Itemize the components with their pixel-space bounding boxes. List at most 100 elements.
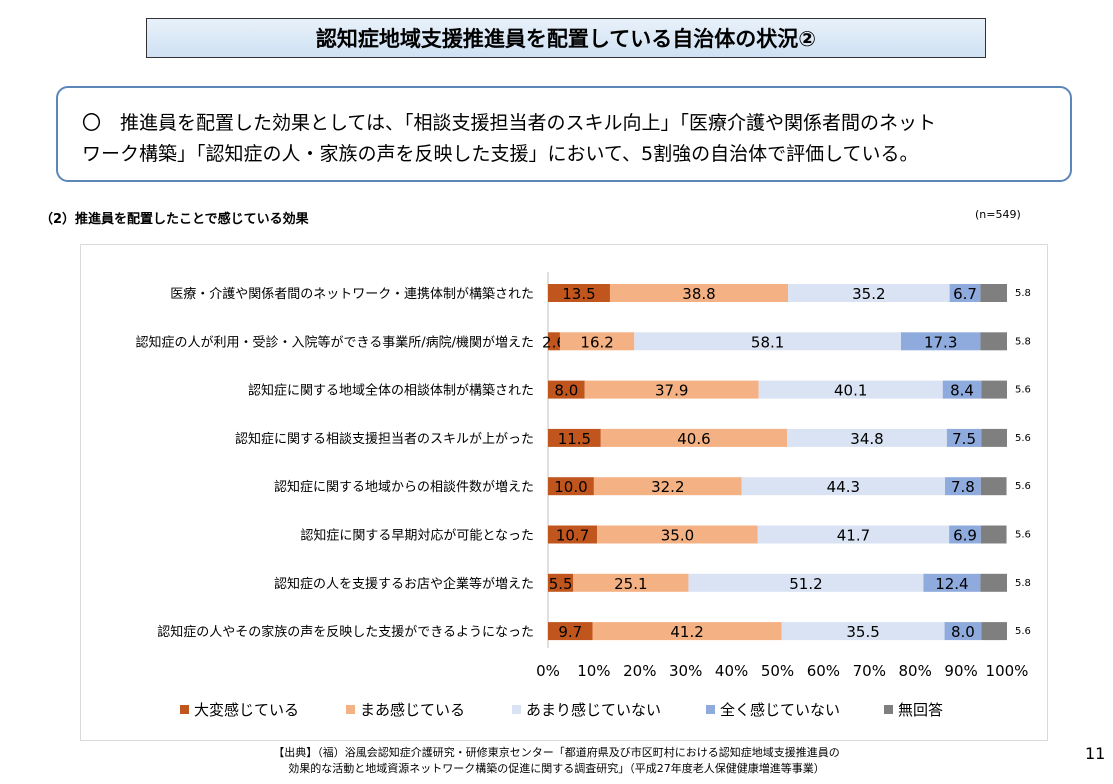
bar-segment xyxy=(634,332,901,351)
data-label: 40.6 xyxy=(677,430,710,448)
x-tick-label: 100% xyxy=(986,662,1029,680)
data-label: 51.2 xyxy=(789,575,822,593)
data-label: 17.3 xyxy=(924,333,957,351)
data-label: 25.1 xyxy=(614,575,647,593)
sample-size-label: (n=549) xyxy=(975,208,1021,221)
data-label: 5.6 xyxy=(1015,626,1031,637)
x-tick-label: 10% xyxy=(577,662,610,680)
data-label: 7.5 xyxy=(952,430,976,448)
category-label: 認知症に関する早期対応が可能となった xyxy=(300,528,534,544)
bar-segment xyxy=(548,573,574,592)
bar-segment xyxy=(945,477,981,496)
bar-segment xyxy=(942,380,982,399)
bar-segment xyxy=(781,622,945,641)
data-label: 16.2 xyxy=(580,333,613,351)
x-tick-label: 20% xyxy=(623,662,656,680)
bar-segment xyxy=(900,332,981,351)
legend-swatch xyxy=(512,705,521,714)
data-label: 6.7 xyxy=(953,285,977,303)
bar-segment xyxy=(923,573,981,592)
data-label: 12.4 xyxy=(935,575,968,593)
x-tick-label: 0% xyxy=(536,662,560,680)
data-label: 41.7 xyxy=(837,527,870,545)
category-label: 認知症に関する相談支援担当者のスキルが上がった xyxy=(235,431,534,447)
category-label: 認知症に関する地域からの相談件数が増えた xyxy=(274,479,534,495)
data-label: 6.9 xyxy=(953,527,977,545)
summary-box: 〇 推進員を配置した効果としては、「相談支援担当者のスキル向上」「医療介護や関係… xyxy=(56,86,1072,182)
bar-segment xyxy=(741,477,946,496)
data-label: 35.0 xyxy=(661,527,694,545)
x-tick-label: 60% xyxy=(807,662,840,680)
category-label: 認知症の人やその家族の声を反映した支援ができるようになった xyxy=(157,624,534,640)
legend-label: あまり感じていない xyxy=(526,701,661,719)
bar-segment xyxy=(949,284,981,302)
bar-segment xyxy=(609,284,789,302)
page-title: 認知症地域支援推進員を配置している自治体の状況② xyxy=(146,18,986,58)
x-tick-label: 40% xyxy=(715,662,748,680)
bar-segment xyxy=(584,380,759,399)
data-label: 34.8 xyxy=(850,430,883,448)
bar-segment xyxy=(944,622,982,641)
x-tick-label: 50% xyxy=(761,662,794,680)
data-label: 58.1 xyxy=(751,333,784,351)
data-label: 2.6 xyxy=(542,333,566,351)
data-label: 44.3 xyxy=(827,478,860,496)
data-label: 10.7 xyxy=(556,527,589,545)
bar-segment xyxy=(548,428,601,447)
source-line-1: 【出典】（福）浴風会認知症介護研究・研修東京センター「都道府県及び市区町村におけ… xyxy=(273,746,840,759)
legend-swatch xyxy=(706,705,715,714)
data-label: 41.2 xyxy=(670,623,703,641)
bar-segment xyxy=(688,573,924,592)
data-label: 9.7 xyxy=(558,623,582,641)
bar-segment xyxy=(593,477,742,496)
summary-line-2: ワーク構築」「認知症の人・家族の声を反映した支援」において、5割強の自治体で評価… xyxy=(82,143,919,165)
bar-segment xyxy=(949,525,981,544)
section-title: （2）推進員を配置したことで感じている効果 xyxy=(40,212,309,227)
bar-segment xyxy=(573,573,689,592)
bar-segment xyxy=(548,477,594,496)
legend-swatch xyxy=(884,705,893,714)
data-label: 10.0 xyxy=(554,478,587,496)
legend-swatch xyxy=(346,705,355,714)
category-label: 認知症の人を支援するお店や企業等が増えた xyxy=(274,576,534,592)
bar-segment xyxy=(592,622,782,641)
data-label: 13.5 xyxy=(562,285,595,303)
x-tick-label: 30% xyxy=(669,662,702,680)
data-label: 5.6 xyxy=(1015,481,1031,492)
bar-segment xyxy=(980,332,1007,351)
data-label: 8.0 xyxy=(554,382,578,400)
data-label: 5.8 xyxy=(1015,288,1031,299)
data-label: 8.0 xyxy=(951,623,975,641)
legend-swatch xyxy=(180,705,189,714)
data-label: 35.2 xyxy=(852,285,885,303)
bar-segment xyxy=(600,428,788,447)
bar-segment xyxy=(980,284,1007,302)
bar-segment xyxy=(788,284,950,302)
data-label: 35.5 xyxy=(846,623,879,641)
bar-segment xyxy=(981,380,1007,399)
x-tick-label: 80% xyxy=(899,662,932,680)
data-label: 5.8 xyxy=(1015,578,1031,589)
data-label: 40.1 xyxy=(834,382,867,400)
legend-label: 大変感じている xyxy=(194,701,299,719)
legend-label: 無回答 xyxy=(898,701,943,719)
bar-segment xyxy=(548,284,610,302)
data-label: 32.2 xyxy=(651,478,684,496)
data-label: 5.8 xyxy=(1015,336,1031,347)
bar-segment xyxy=(757,525,950,544)
data-label: 38.8 xyxy=(682,285,715,303)
data-label: 5.5 xyxy=(549,575,573,593)
data-label: 5.6 xyxy=(1015,433,1031,444)
category-label: 認知症に関する地域全体の相談体制が構築された xyxy=(248,383,534,399)
bar-segment xyxy=(548,622,593,641)
bar-segment xyxy=(597,525,758,544)
data-label: 37.9 xyxy=(655,382,688,400)
bar-segment xyxy=(548,525,598,544)
legend-label: まあ感じている xyxy=(360,701,465,719)
bar-segment xyxy=(758,380,943,399)
data-label: 8.4 xyxy=(950,382,974,400)
bar-segment xyxy=(981,428,1007,447)
data-label: 5.6 xyxy=(1015,530,1031,541)
bar-segment xyxy=(787,428,947,447)
